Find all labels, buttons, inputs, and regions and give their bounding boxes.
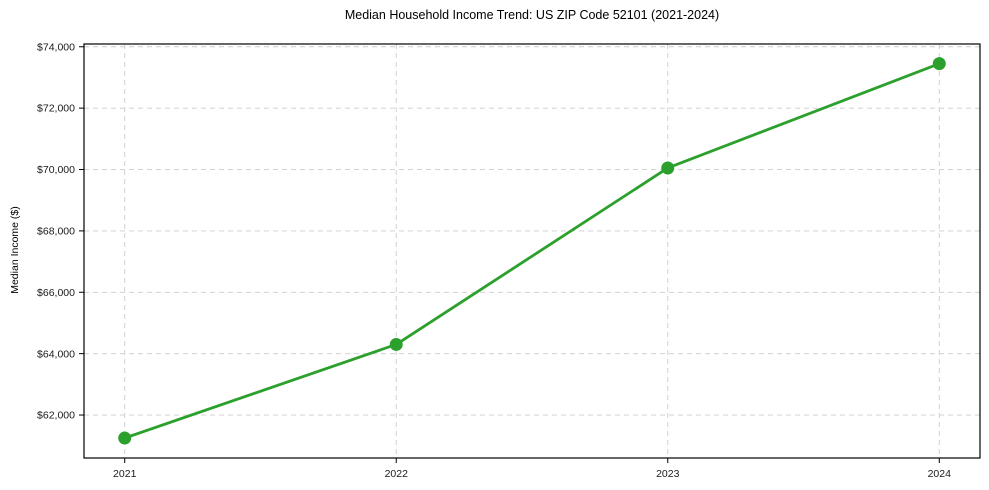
y-tick-label: $70,000 [37, 164, 75, 176]
data-point [389, 337, 403, 351]
data-point [932, 57, 946, 71]
x-tick-label: 2023 [656, 468, 680, 480]
y-tick-label: $74,000 [37, 41, 75, 53]
chart-title: Median Household Income Trend: US ZIP Co… [344, 8, 720, 22]
y-tick-label: $68,000 [37, 225, 75, 237]
data-point [118, 431, 132, 445]
y-tick-label: $62,000 [37, 410, 75, 422]
y-tick-label: $64,000 [37, 348, 75, 360]
data-line [123, 62, 941, 440]
x-tick-label: 2024 [928, 468, 952, 480]
y-tick-label: $66,000 [37, 287, 75, 299]
y-tick-label: $72,000 [37, 103, 75, 115]
data-point [661, 161, 675, 175]
x-tick-label: 2021 [113, 468, 137, 480]
x-tick-label: 2022 [385, 468, 409, 480]
axis-frame [83, 43, 981, 459]
